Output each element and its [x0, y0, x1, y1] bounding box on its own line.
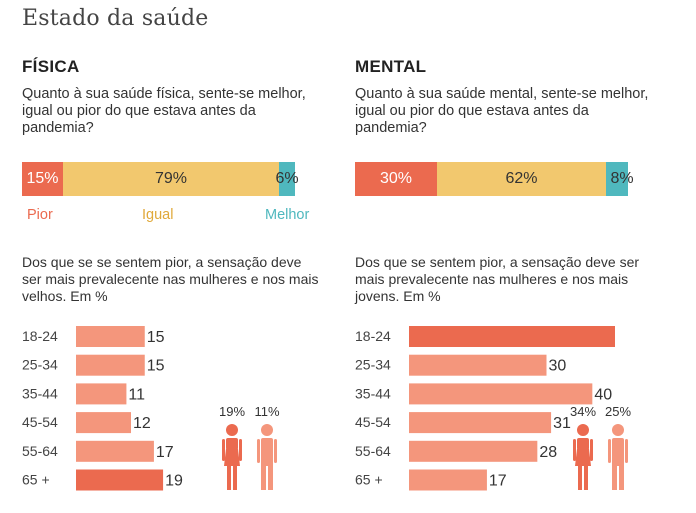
mental-age-value: 17 [489, 473, 507, 490]
mental-age-value: 31 [553, 415, 571, 432]
physical-female-icon [222, 424, 242, 490]
mental-subtitle: Dos que se sentem pior, a sensação deve … [355, 254, 640, 304]
legend-pior: Pior [27, 207, 53, 223]
physical-heading: FÍSICA [22, 57, 80, 76]
mental-age-label: 65 + [355, 472, 383, 488]
mental-panel: MENTAL Quanto à sua saúde mental, sente-… [355, 0, 685, 513]
physical-age-label: 45-54 [22, 414, 58, 430]
physical-gender-value: 11% [254, 404, 279, 419]
mental-seg-igual: 62% [437, 162, 606, 196]
mental-male-icon [608, 424, 628, 490]
mental-seg-melhor-label: 8% [610, 170, 634, 187]
physical-age-label: 18-24 [22, 328, 58, 344]
physical-panel: FÍSICA Quanto à sua saúde física, sente-… [22, 0, 352, 513]
mental-age-bar [409, 469, 487, 491]
mental-age-value: 30 [549, 358, 567, 375]
mental-age-value: 28 [539, 444, 557, 461]
mental-age-bar [409, 412, 552, 434]
mental-gender-value: 34% [570, 404, 596, 419]
mental-gender-figures: 34% 25% [570, 404, 631, 490]
physical-age-bar [76, 440, 154, 462]
physical-age-label: 35-44 [22, 385, 58, 401]
mental-gender-value: 25% [605, 404, 631, 419]
physical-age-value: 11 [128, 386, 145, 403]
mental-seg-melhor: 8% [606, 162, 634, 196]
mental-heading: MENTAL [355, 57, 427, 76]
physical-age-bar [76, 354, 145, 376]
legend-melhor: Melhor [265, 207, 310, 223]
physical-subtitle: Dos que se se sentem pior, a sensação de… [22, 254, 319, 304]
physical-seg-pior-label: 15% [26, 170, 59, 187]
mental-seg-igual-label: 62% [505, 170, 538, 187]
chart-title: Estado da saúde [22, 6, 209, 31]
physical-seg-melhor-label: 6% [275, 170, 299, 187]
legend-igual: Igual [142, 207, 174, 223]
mental-female-icon [573, 424, 593, 490]
mental-seg-pior-label: 30% [379, 170, 413, 187]
mental-seg-pior: 30% [355, 162, 437, 196]
physical-age-bar [76, 326, 145, 347]
mental-question: Quanto à sua saúde mental, sente-se melh… [355, 86, 649, 136]
physical-question: Quanto à sua saúde física, sente-se melh… [22, 86, 306, 136]
physical-age-bar [76, 469, 164, 491]
physical-gender-value: 19% [219, 404, 245, 419]
physical-seg-melhor: 6% [275, 162, 299, 196]
mental-age-value: 40 [594, 386, 612, 403]
physical-gender-figures: 19% 11% [219, 404, 280, 490]
physical-age-value: 17 [156, 444, 174, 461]
physical-age-label: 65 + [22, 472, 50, 488]
physical-seg-igual: 79% [63, 162, 279, 196]
physical-seg-pior: 15% [22, 162, 63, 196]
mental-stacked-bar: 30% 62% 8% [355, 162, 634, 196]
physical-age-value: 12 [133, 415, 151, 432]
mental-age-bar [409, 383, 593, 405]
mental-age-bar [409, 440, 538, 462]
physical-age-bar [76, 412, 131, 434]
physical-age-bar [76, 383, 127, 405]
physical-seg-igual-label: 79% [154, 170, 188, 187]
physical-age-label: 55-64 [22, 443, 58, 459]
physical-age-bar-chart: 18-24 15 25-34 15 35-44 11 45-54 12 55-64 17 65 + 1… [22, 326, 183, 491]
physical-age-label: 25-34 [22, 357, 58, 373]
mental-age-label: 55-64 [355, 443, 391, 459]
mental-age-bar [409, 354, 547, 376]
physical-stacked-bar: 15% 79% 6% [22, 162, 299, 196]
physical-age-value: 15 [147, 358, 165, 375]
mental-age-bar [409, 326, 615, 347]
physical-age-value: 15 [147, 329, 165, 346]
mental-age-label: 35-44 [355, 385, 391, 401]
mental-age-label: 25-34 [355, 357, 391, 373]
physical-male-icon [257, 424, 277, 490]
mental-age-label: 45-54 [355, 414, 391, 430]
mental-age-label: 18-24 [355, 328, 391, 344]
physical-age-value: 19 [165, 473, 183, 490]
